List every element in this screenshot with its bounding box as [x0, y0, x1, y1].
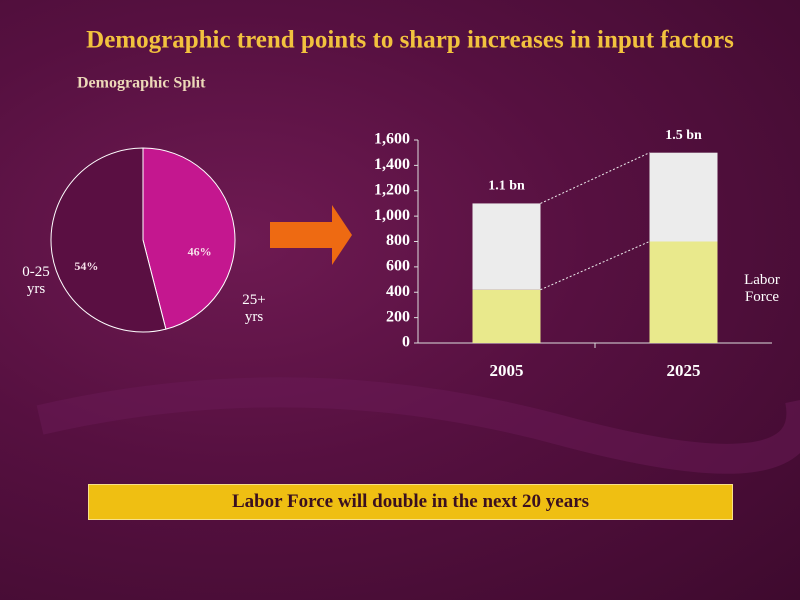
pie-value-label: 54%	[74, 259, 98, 273]
connector	[540, 152, 650, 204]
bar-segment	[649, 241, 718, 343]
y-tick-label: 400	[386, 283, 410, 300]
bar-chart: 0 200 400 600 800 1,000 1,200 1,400 1,600 2005 1.1…	[374, 128, 772, 380]
bar-segment	[472, 203, 541, 290]
y-tick-label: 1,200	[374, 181, 410, 198]
total-label: 1.5 bn	[665, 128, 702, 143]
y-tick-label: 1,000	[374, 207, 410, 224]
y-tick-label: 600	[386, 258, 410, 275]
x-tick-label: 2025	[667, 361, 701, 380]
y-tick-label: 1,600	[374, 131, 410, 148]
pie-value-label: 46%	[188, 245, 212, 259]
pie: 46% 54%	[50, 147, 236, 333]
y-tick-label: 1,400	[374, 156, 410, 173]
pie-category-label: 0-25 yrs	[22, 264, 50, 297]
bar-segment	[472, 289, 541, 343]
legend-label: Labor Force	[744, 272, 780, 306]
pie-slice	[50, 147, 167, 333]
slide-title: Demographic trend points to sharp increa…	[86, 27, 734, 54]
pie-category-label: 25+ yrs	[242, 292, 266, 325]
x-tick-label: 2005	[490, 361, 524, 380]
connector	[540, 241, 650, 291]
pie-title: Demographic Split	[77, 75, 206, 92]
bar-segment	[649, 152, 718, 242]
y-tick-label: 800	[386, 232, 410, 249]
arrow	[270, 205, 352, 265]
y-tick-label: 0	[402, 334, 410, 351]
banner: Labor Force will double in the next 20 y…	[88, 484, 733, 520]
total-label: 1.1 bn	[488, 179, 525, 194]
decor	[36, 377, 800, 474]
pie-slice	[142, 147, 236, 330]
y-tick-label: 200	[386, 308, 410, 325]
